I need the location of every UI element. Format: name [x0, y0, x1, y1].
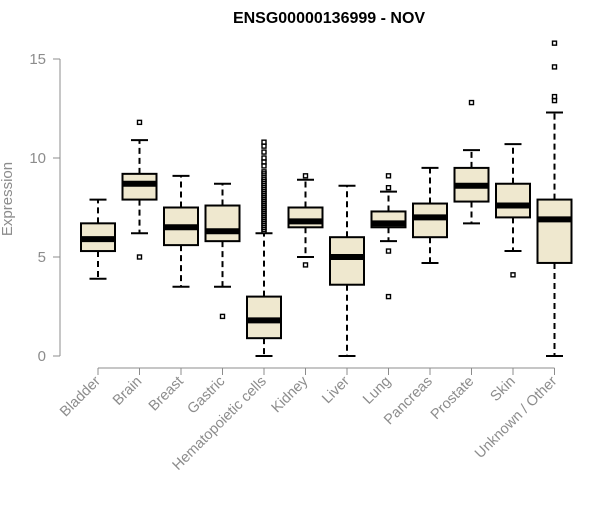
outlier-point [302, 262, 309, 268]
outlier-point [385, 293, 392, 300]
box-gastric [204, 182, 241, 320]
box-unknown-other [536, 40, 573, 357]
box-lung [370, 173, 407, 300]
box-hematopoietic-cells [246, 139, 282, 357]
y-tick-label: 10 [29, 150, 46, 167]
chart-title: ENSG00000136999 - NOV [233, 10, 425, 27]
x-tick-label: Breast [146, 374, 187, 415]
outlier-point [468, 99, 475, 106]
x-tick-label: Lung [360, 374, 394, 408]
y-tick-label: 0 [38, 348, 46, 365]
box-brain [121, 119, 158, 260]
outlier-point [385, 184, 392, 191]
outlier-point [551, 97, 558, 104]
box-pancreas [412, 166, 448, 264]
box-prostate [453, 99, 490, 225]
iqr-box [536, 198, 573, 264]
y-axis: 0 5 10 15 [29, 51, 61, 365]
x-tick-label: Bladder [57, 373, 104, 420]
outlier-point [261, 149, 267, 155]
x-tick-label: Brain [110, 374, 145, 409]
y-tick-label: 15 [29, 51, 46, 68]
y-tick-label: 5 [38, 249, 46, 266]
outlier-point [385, 248, 392, 254]
iqr-box [329, 236, 365, 286]
box-breast [163, 174, 199, 288]
outlier-point [510, 272, 516, 278]
outlier-point [219, 313, 226, 320]
x-tick-label: Liver [319, 373, 353, 407]
outlier-point [385, 173, 392, 179]
x-tick-label: Prostate [428, 374, 477, 423]
outlier-point [551, 64, 558, 70]
box-liver [329, 184, 365, 357]
box-series [80, 40, 573, 357]
box-bladder [80, 198, 116, 280]
x-tick-label: Kidney [269, 373, 312, 416]
outlier-point [136, 119, 143, 126]
outlier-point [302, 173, 309, 179]
outlier-point [136, 254, 143, 260]
y-axis-label: Expression [0, 162, 16, 236]
box-kidney [287, 173, 324, 268]
box-skin [495, 143, 531, 278]
x-tick-label: Skin [488, 374, 519, 405]
iqr-box [204, 204, 241, 243]
outlier-point [261, 143, 267, 149]
outlier-point [551, 40, 558, 46]
iqr-box [495, 182, 531, 219]
outlier-point [261, 228, 267, 234]
outlier-point [261, 163, 267, 169]
